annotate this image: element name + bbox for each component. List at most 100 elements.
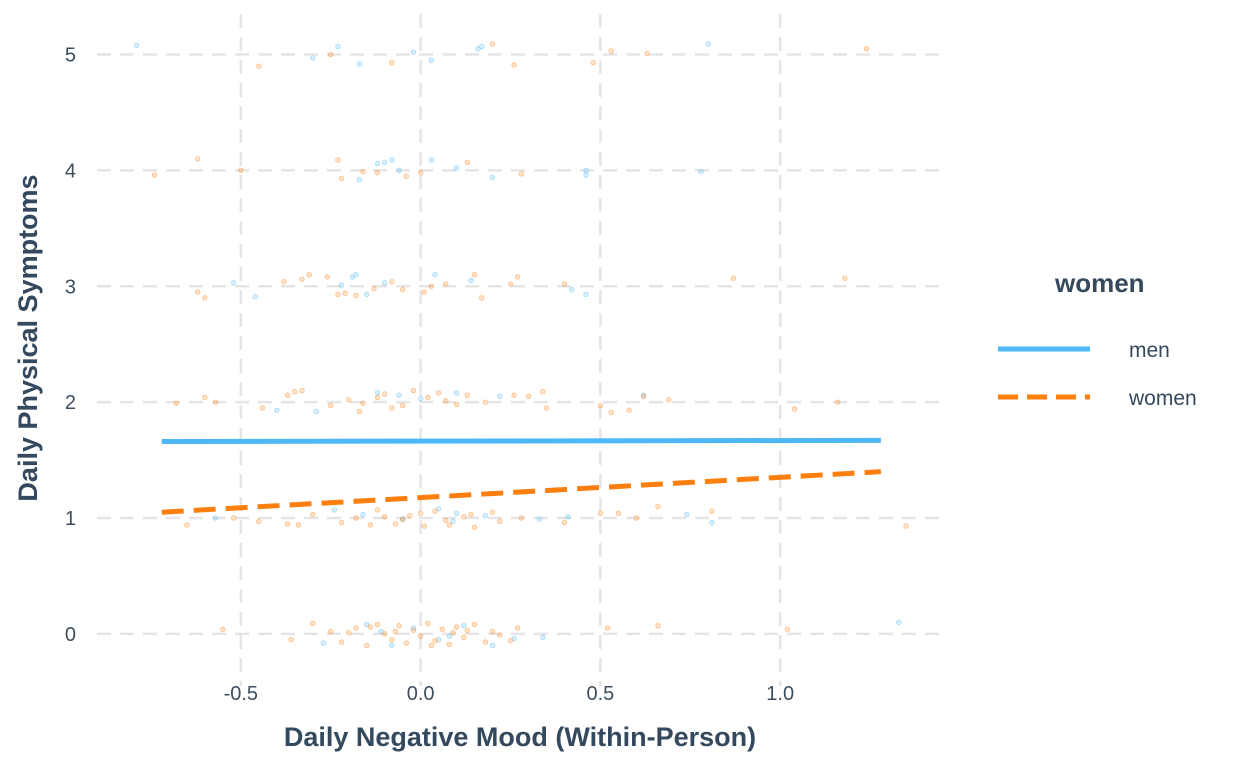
point-women bbox=[842, 275, 848, 281]
point-women bbox=[342, 290, 348, 296]
point-women bbox=[346, 630, 352, 636]
point-men bbox=[335, 43, 341, 50]
point-men bbox=[450, 518, 456, 525]
point-men bbox=[684, 511, 690, 518]
y-tick-label: 0 bbox=[65, 624, 76, 646]
y-tick-label: 1 bbox=[65, 508, 76, 530]
point-women bbox=[421, 523, 427, 529]
point-women bbox=[511, 392, 517, 398]
point-men bbox=[212, 515, 219, 521]
point-men bbox=[363, 291, 370, 298]
point-women bbox=[432, 508, 438, 514]
point-women bbox=[435, 390, 442, 396]
point-women bbox=[615, 510, 622, 517]
point-men bbox=[583, 172, 589, 178]
point-women bbox=[515, 274, 521, 280]
point-women bbox=[471, 271, 478, 278]
point-women bbox=[360, 400, 366, 406]
point-women bbox=[446, 641, 453, 647]
point-women bbox=[184, 522, 190, 528]
point-women bbox=[791, 406, 798, 412]
point-women bbox=[238, 167, 244, 174]
point-women bbox=[479, 295, 485, 301]
point-women bbox=[633, 515, 640, 521]
point-women bbox=[338, 175, 345, 182]
point-women bbox=[392, 521, 399, 527]
point-women bbox=[655, 623, 661, 629]
point-women bbox=[374, 507, 381, 513]
point-men bbox=[252, 294, 258, 300]
point-women bbox=[202, 394, 208, 401]
point-men bbox=[374, 390, 381, 396]
point-women bbox=[399, 402, 406, 409]
point-women bbox=[310, 620, 316, 627]
point-men bbox=[396, 392, 402, 398]
point-women bbox=[288, 636, 294, 643]
point-women bbox=[464, 392, 471, 398]
point-women bbox=[464, 159, 471, 166]
point-women bbox=[363, 642, 370, 649]
point-women bbox=[338, 519, 345, 526]
point-women bbox=[299, 387, 305, 394]
point-men bbox=[453, 390, 460, 396]
legend-title: women bbox=[1054, 268, 1145, 298]
point-women bbox=[194, 289, 201, 295]
point-women bbox=[453, 624, 460, 630]
point-women bbox=[360, 168, 366, 175]
point-women bbox=[346, 397, 352, 403]
point-women bbox=[367, 624, 373, 630]
point-men bbox=[381, 280, 388, 286]
point-men bbox=[698, 168, 704, 175]
point-women bbox=[439, 626, 445, 632]
point-women bbox=[540, 389, 546, 395]
point-women bbox=[151, 172, 158, 178]
point-men bbox=[338, 282, 345, 288]
point-men bbox=[363, 621, 370, 628]
fit-line-men bbox=[161, 437, 881, 445]
point-women bbox=[561, 281, 568, 287]
point-women bbox=[338, 639, 345, 645]
point-women bbox=[389, 59, 395, 66]
point-women bbox=[608, 48, 614, 54]
y-tick-label: 3 bbox=[65, 276, 76, 298]
point-women bbox=[220, 626, 226, 632]
point-women bbox=[446, 522, 453, 528]
point-women bbox=[497, 632, 503, 638]
point-women bbox=[399, 287, 406, 293]
grid bbox=[97, 14, 942, 686]
point-men bbox=[489, 642, 496, 649]
point-women bbox=[730, 275, 737, 281]
point-women bbox=[468, 511, 474, 518]
point-men bbox=[479, 43, 485, 50]
point-women bbox=[173, 400, 179, 406]
point-men bbox=[435, 636, 442, 643]
point-women bbox=[421, 289, 427, 295]
point-men bbox=[374, 160, 381, 167]
point-women bbox=[489, 41, 496, 47]
point-women bbox=[306, 271, 312, 278]
point-women bbox=[256, 63, 262, 69]
point-women bbox=[259, 405, 266, 411]
point-women bbox=[489, 509, 496, 515]
point-women bbox=[666, 397, 672, 403]
point-men bbox=[511, 635, 517, 642]
point-men bbox=[320, 640, 327, 646]
point-men bbox=[133, 42, 140, 48]
point-women bbox=[515, 625, 521, 631]
point-men bbox=[360, 511, 366, 518]
point-women bbox=[443, 281, 449, 287]
point-women bbox=[464, 627, 471, 634]
point-women bbox=[310, 511, 316, 518]
point-women bbox=[381, 391, 388, 397]
point-men bbox=[331, 507, 338, 513]
point-women bbox=[328, 51, 334, 58]
point-women bbox=[428, 283, 435, 289]
point-women bbox=[407, 512, 413, 519]
x-axis-title: Daily Negative Mood (Within-Person) bbox=[284, 722, 756, 752]
point-women bbox=[335, 291, 341, 298]
point-women bbox=[835, 399, 841, 405]
legend-label-women: women bbox=[1128, 387, 1197, 410]
point-women bbox=[425, 620, 431, 627]
point-women bbox=[453, 401, 460, 408]
point-women bbox=[863, 46, 870, 52]
